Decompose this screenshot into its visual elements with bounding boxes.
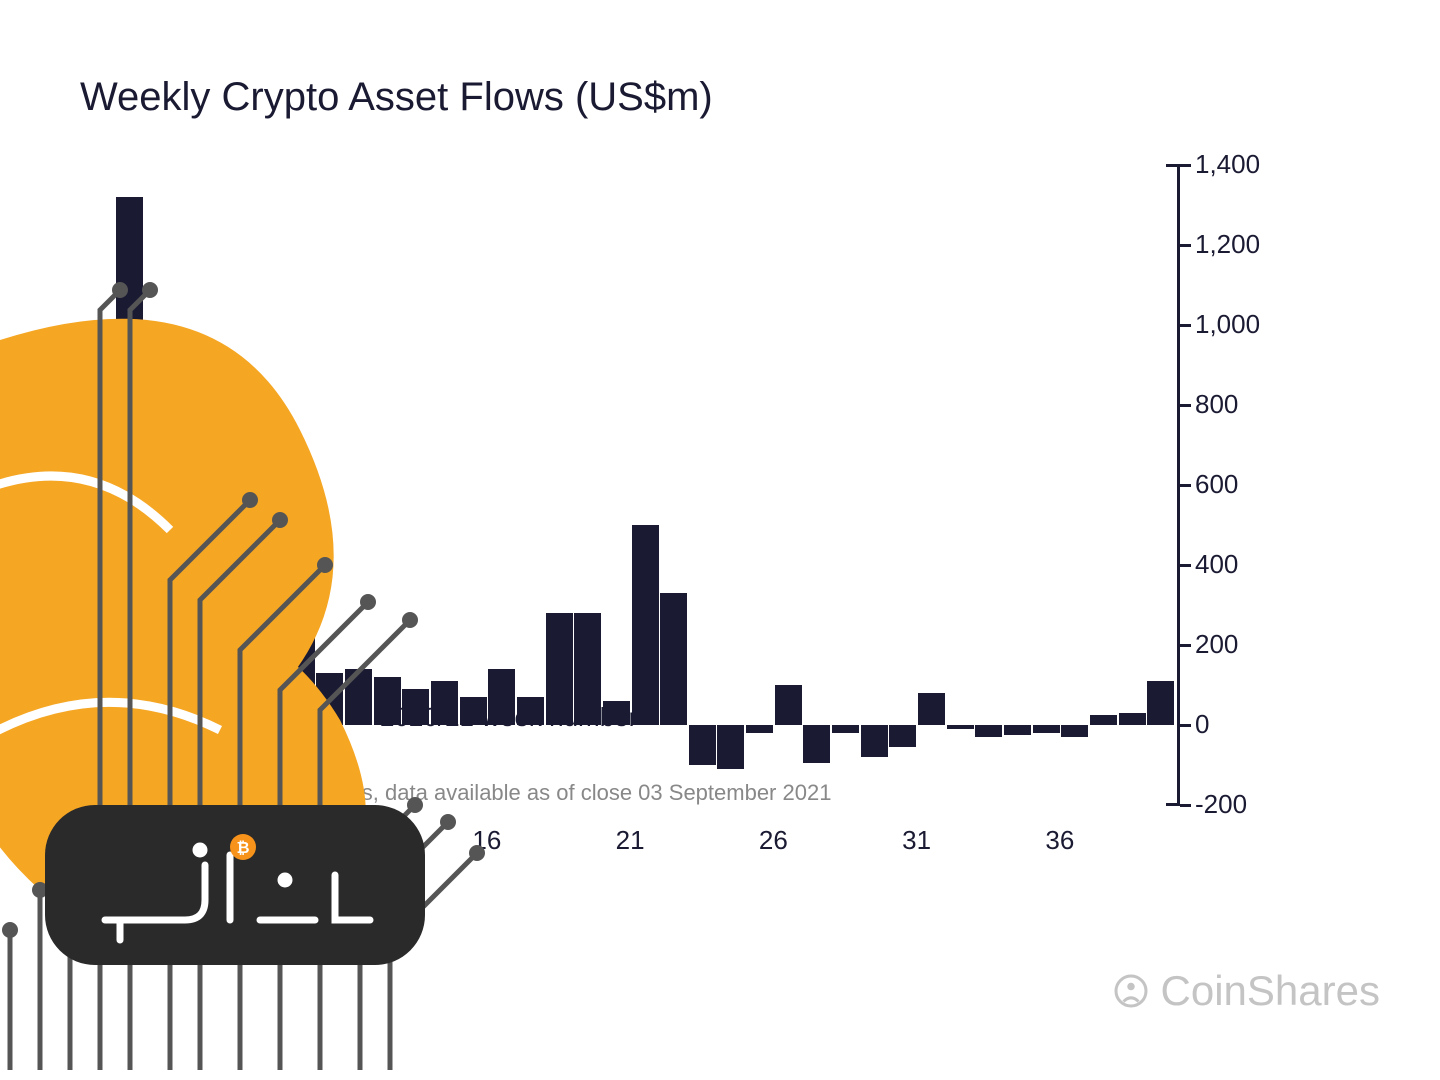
bar: [1033, 725, 1060, 733]
coinshares-icon: [1113, 973, 1149, 1009]
chart-title: Weekly Crypto Asset Flows (US$m): [80, 75, 713, 120]
bar: [1147, 681, 1174, 725]
bar: [746, 725, 773, 733]
bar: [861, 725, 888, 757]
y-tick-label: 1,000: [1195, 309, 1275, 340]
bar: [975, 725, 1002, 737]
y-tick-label: 0: [1195, 709, 1275, 740]
x-tick-label: 36: [1045, 825, 1074, 856]
bar: [1061, 725, 1088, 737]
bar: [259, 501, 286, 725]
y-tick: [1180, 564, 1191, 567]
svg-text:₿: ₿: [236, 839, 249, 857]
bar: [288, 521, 315, 725]
y-tick-label: -200: [1195, 789, 1275, 820]
brand-text: CoinShares: [1161, 967, 1380, 1015]
bar: [316, 673, 343, 725]
chart-plot-area: -20002004006008001,0001,2001,400 1621263…: [115, 165, 1175, 805]
y-tick-label: 200: [1195, 629, 1275, 660]
y-tick-label: 1,200: [1195, 229, 1275, 260]
bar: [889, 725, 916, 747]
x-tick-label: 16: [472, 825, 501, 856]
bar: [775, 685, 802, 725]
bar: [717, 725, 744, 769]
bar: [230, 473, 257, 725]
y-tick-label: 1,400: [1195, 149, 1275, 180]
y-tick: [1180, 324, 1191, 327]
y-tick-label: 800: [1195, 389, 1275, 420]
bar: [1004, 725, 1031, 735]
brand-logo: CoinShares: [1113, 967, 1380, 1015]
bar: [116, 197, 143, 725]
bar: [803, 725, 830, 763]
bar: [832, 725, 859, 733]
y-tick: [1180, 244, 1191, 247]
y-tick-label: 400: [1195, 549, 1275, 580]
y-axis-cap: [1166, 164, 1180, 167]
bar-series: [115, 165, 1175, 805]
bar: [202, 613, 229, 725]
y-axis-cap: [1166, 803, 1180, 806]
bar: [345, 669, 372, 725]
bar: [144, 557, 171, 725]
bar: [689, 725, 716, 765]
bar: [918, 693, 945, 725]
bar: [1090, 715, 1117, 725]
bar: [632, 525, 659, 725]
y-tick-label: 600: [1195, 469, 1275, 500]
bar: [173, 553, 200, 725]
y-tick: [1180, 164, 1191, 167]
y-tick: [1180, 804, 1191, 807]
chart-footnote: ares, data available as of close 03 Sept…: [330, 780, 831, 806]
x-tick-label: 21: [616, 825, 645, 856]
x-axis-label: 2020/21 week number: [380, 702, 637, 733]
watermark-logo: ₿: [45, 805, 425, 965]
y-tick: [1180, 484, 1191, 487]
y-tick: [1180, 404, 1191, 407]
x-tick-label: 26: [759, 825, 788, 856]
bar: [1119, 713, 1146, 725]
bar: [947, 725, 974, 729]
bar: [660, 593, 687, 725]
y-tick: [1180, 724, 1191, 727]
y-tick: [1180, 644, 1191, 647]
x-tick-label: 31: [902, 825, 931, 856]
